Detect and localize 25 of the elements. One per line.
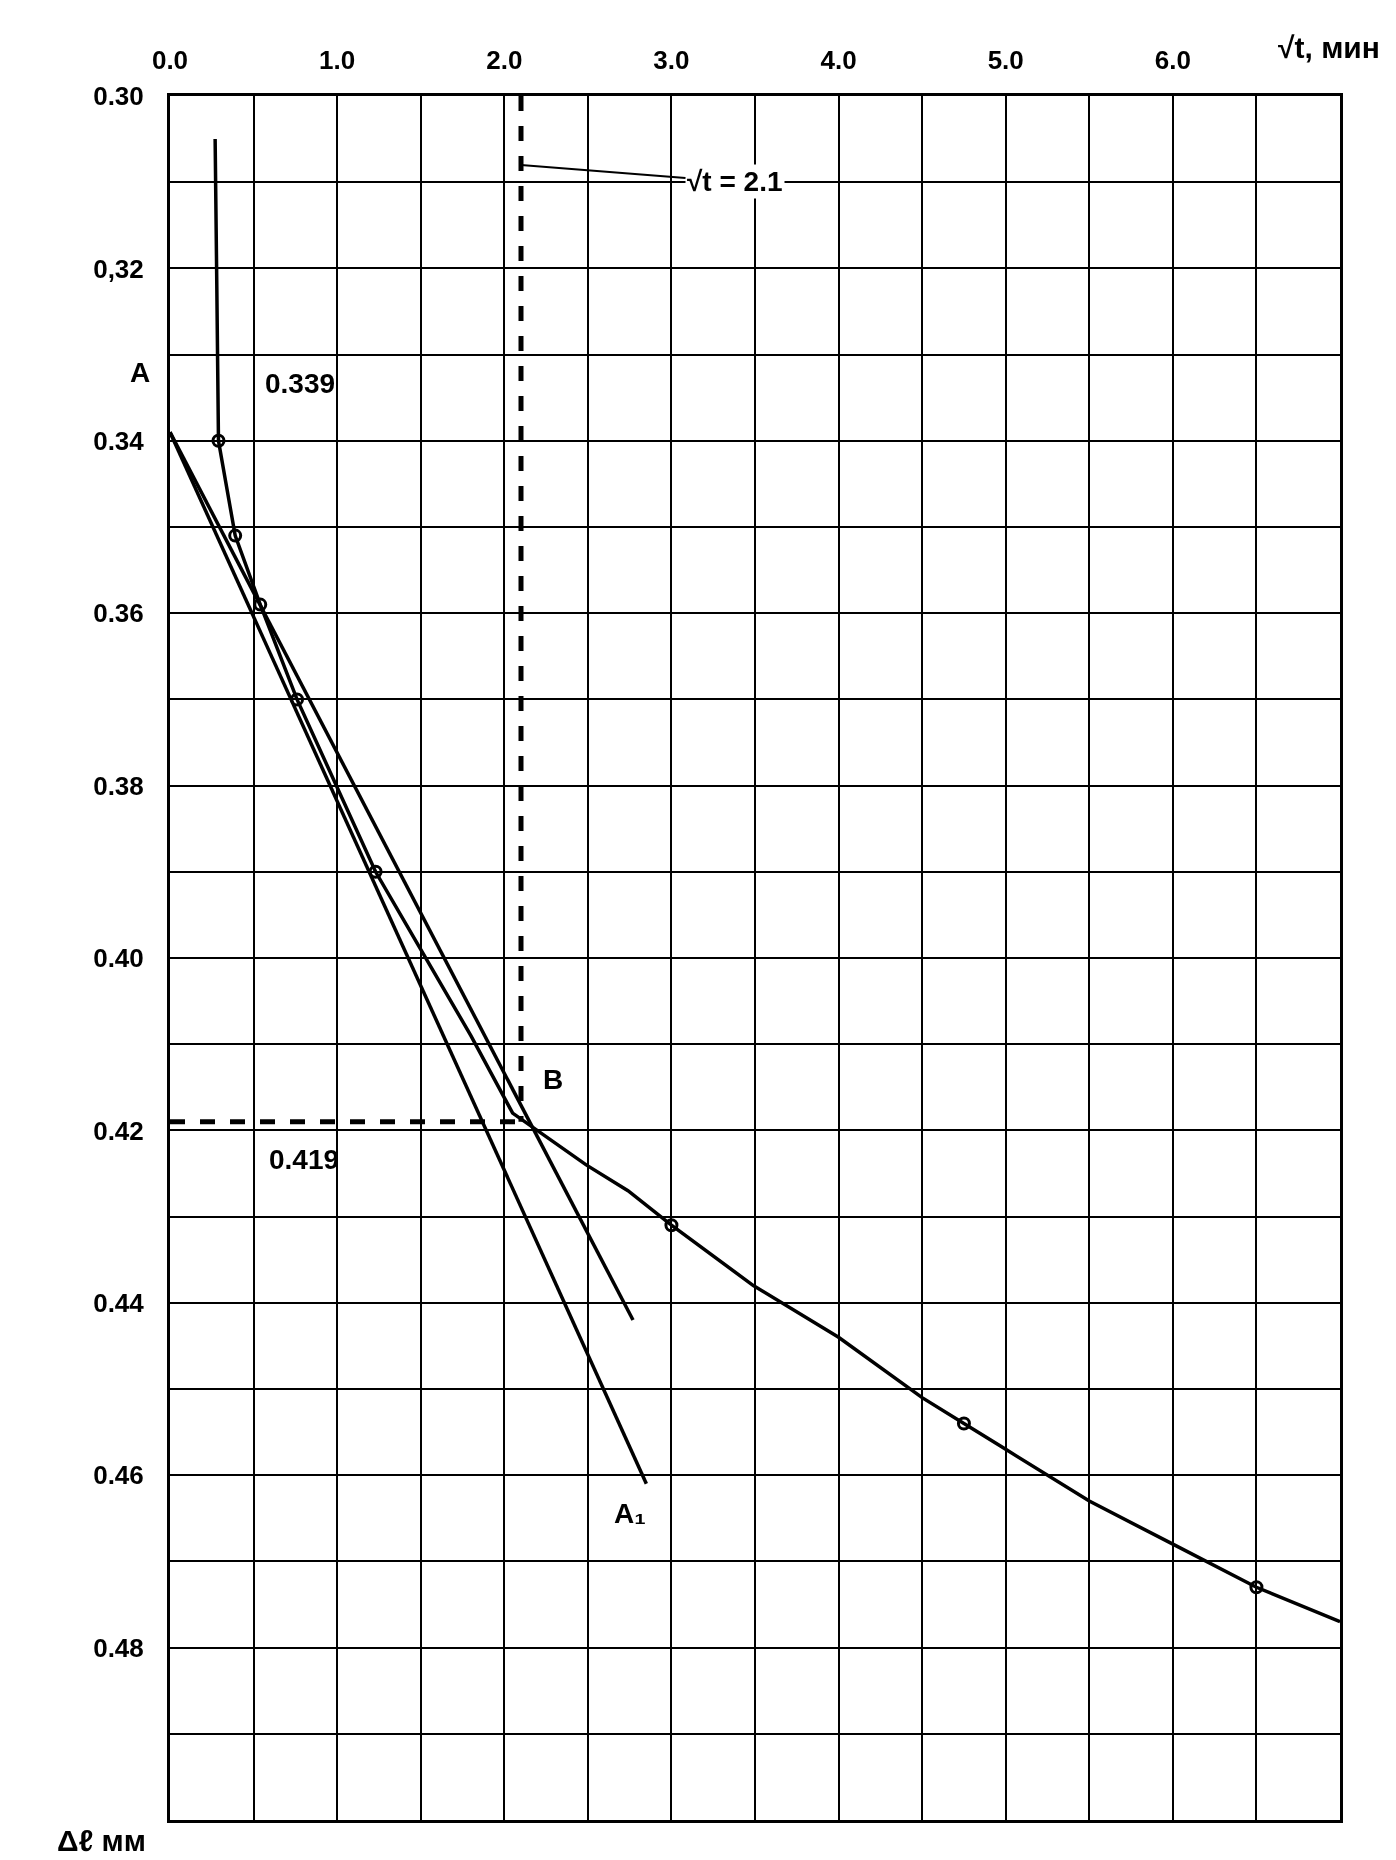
annotation: 0.339 xyxy=(265,368,336,399)
y-tick-label: 0.42 xyxy=(93,1115,144,1146)
x-tick-label: 1.0 xyxy=(319,44,356,75)
x-tick-label: 4.0 xyxy=(820,44,857,75)
y-tick-label: 0.48 xyxy=(93,1632,144,1663)
x-tick-label: 0.0 xyxy=(151,44,189,75)
x-axis-title: √t, мин xyxy=(1278,31,1380,64)
annotation: A₁ xyxy=(614,1498,646,1529)
y-tick-label: 0.46 xyxy=(93,1460,144,1491)
y-tick-label: 0.36 xyxy=(93,598,144,629)
x-tick-label: 2.0 xyxy=(486,44,523,75)
y-tick-label: 0,32 xyxy=(93,253,144,284)
y-tick-label: 0.34 xyxy=(93,425,145,456)
annotation: B xyxy=(543,1064,564,1095)
x-tick-label: 3.0 xyxy=(653,44,690,75)
x-tick-label: 6.0 xyxy=(1154,44,1191,75)
annotation: √t = 2.1 xyxy=(687,166,783,197)
x-tick-label: 5.0 xyxy=(987,44,1024,75)
y-tick-label: 0.44 xyxy=(93,1287,145,1318)
annotation: A xyxy=(130,357,151,388)
y-tick-label: 0.38 xyxy=(93,770,144,801)
annotation: 0.419 xyxy=(269,1144,340,1175)
y-axis-title: Δℓ мм xyxy=(57,1824,146,1857)
y-tick-label: 0.40 xyxy=(93,943,144,974)
y-tick-label: 0.30 xyxy=(93,81,144,112)
